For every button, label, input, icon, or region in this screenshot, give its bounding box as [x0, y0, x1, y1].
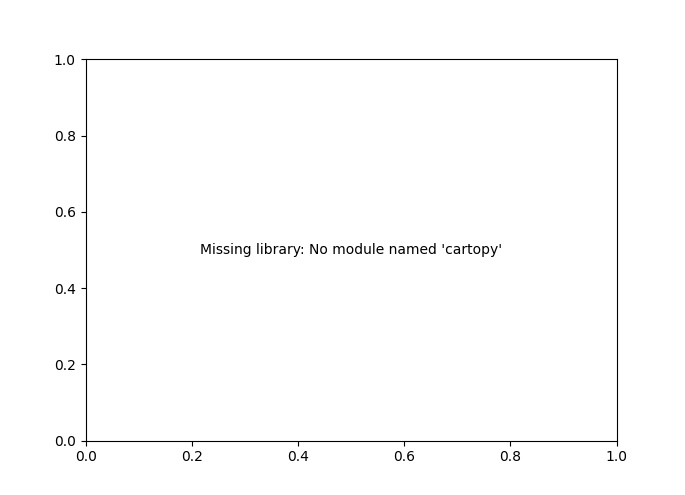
Text: Missing library: No module named 'cartopy': Missing library: No module named 'cartop… — [200, 243, 502, 257]
